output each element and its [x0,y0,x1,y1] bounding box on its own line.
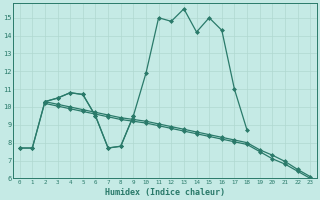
X-axis label: Humidex (Indice chaleur): Humidex (Indice chaleur) [105,188,225,197]
